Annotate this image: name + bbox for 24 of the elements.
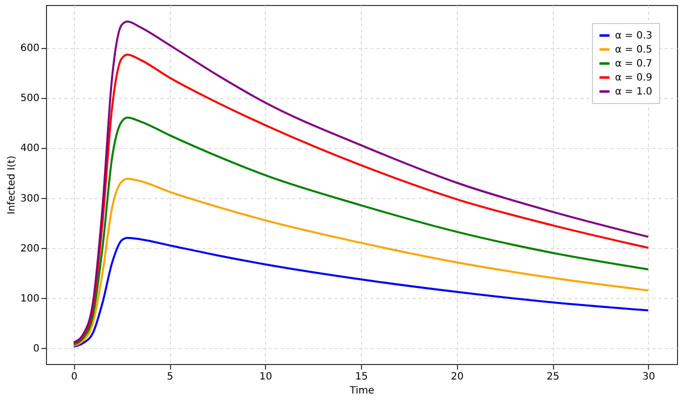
y-tick-label: 300 xyxy=(20,193,40,204)
line-series xyxy=(72,178,650,346)
x-tick-label: 30 xyxy=(642,372,656,382)
x-tick-label: 0 xyxy=(71,372,78,382)
x-tick-label: 15 xyxy=(355,372,368,382)
x-tick-label: 10 xyxy=(259,372,272,382)
legend-label: α = 1.0 xyxy=(615,86,652,98)
line-series xyxy=(72,116,650,346)
x-tick-label: 25 xyxy=(546,372,560,382)
y-tick-label: 400 xyxy=(20,143,40,154)
y-tick-label: 600 xyxy=(20,43,40,54)
y-tick-label: 200 xyxy=(20,243,40,254)
line-series xyxy=(72,236,650,348)
y-axis-title: Infected I(t) xyxy=(6,156,18,214)
x-tick-label: 5 xyxy=(166,372,174,382)
y-tick-label: 0 xyxy=(33,343,40,354)
y-tick-label: 500 xyxy=(20,93,40,104)
x-axis-title: Time xyxy=(348,386,374,396)
legend-label: α = 0.7 xyxy=(615,58,652,70)
legend-label: α = 0.5 xyxy=(615,44,652,56)
y-tick-label: 100 xyxy=(20,293,40,304)
legend-label: α = 0.3 xyxy=(615,30,652,42)
legend-label: α = 0.9 xyxy=(615,72,652,84)
x-tick-label: 20 xyxy=(450,372,464,382)
